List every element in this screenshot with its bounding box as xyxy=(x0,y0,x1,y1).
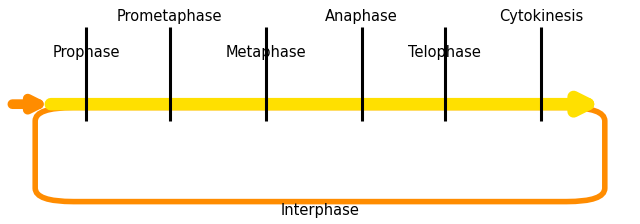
Text: Telophase: Telophase xyxy=(408,45,481,60)
Text: Interphase: Interphase xyxy=(280,203,360,218)
Text: Metaphase: Metaphase xyxy=(225,45,306,60)
Text: Cytokinesis: Cytokinesis xyxy=(499,9,583,24)
FancyBboxPatch shape xyxy=(35,108,605,202)
Text: Anaphase: Anaphase xyxy=(325,9,398,24)
Text: Prometaphase: Prometaphase xyxy=(117,9,222,24)
Text: Prophase: Prophase xyxy=(52,45,120,60)
